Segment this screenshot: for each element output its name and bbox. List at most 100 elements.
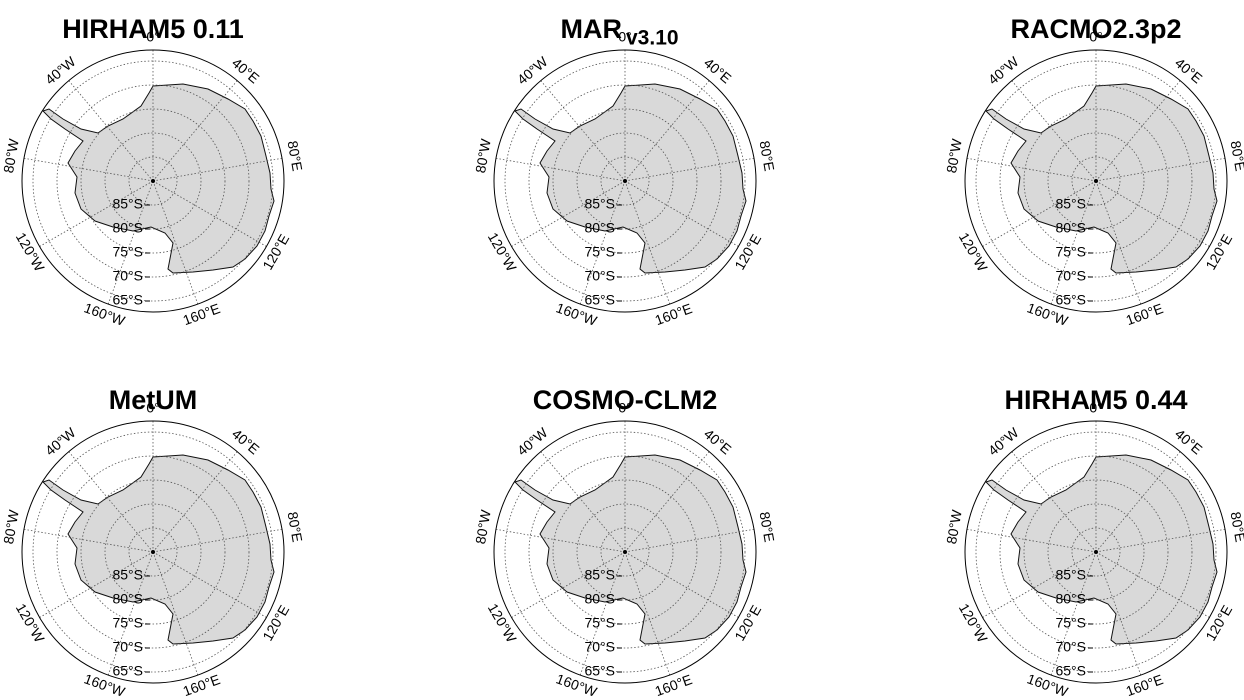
latitude-circle <box>80 108 226 254</box>
meridian <box>511 551 626 618</box>
meridian <box>624 551 671 676</box>
latitude-label: 85°S <box>584 196 615 212</box>
longitude-label: 40°E <box>229 426 263 458</box>
meridian <box>966 528 1097 553</box>
latitude-circle <box>128 156 178 206</box>
meridian <box>624 157 755 182</box>
panel-title: RACMO2.3p2 <box>1010 14 1181 44</box>
meridian <box>511 180 626 247</box>
latitude-label: 80°S <box>112 220 143 236</box>
meridian <box>39 551 154 618</box>
latitude-circle <box>1023 108 1169 254</box>
longitude-label: 40°E <box>229 55 263 87</box>
meridian <box>1050 180 1097 305</box>
antarctica <box>985 454 1218 645</box>
latitude-circle <box>504 60 746 302</box>
longitude-label: 80°W <box>472 508 494 545</box>
map-panel: 0°40°E80°E120°E160°E160°W120°W80°W40°W85… <box>472 29 778 329</box>
latitude-label: 75°S <box>112 615 143 631</box>
meridian <box>624 180 671 305</box>
longitude-label: 80°E <box>1228 511 1244 544</box>
antarctica <box>42 83 275 274</box>
latitude-circle <box>80 479 226 625</box>
longitude-label: 120°E <box>259 602 292 643</box>
longitude-label: 40°E <box>1172 426 1206 458</box>
panel-title: HIRHAM5 0.11 <box>62 14 244 44</box>
meridian <box>152 451 238 553</box>
pole <box>1094 550 1098 554</box>
longitude-label: 40°E <box>701 55 735 87</box>
meridian <box>579 180 626 305</box>
latitude-circle <box>1071 527 1121 577</box>
longitude-label: 80°W <box>943 137 965 174</box>
meridian <box>1011 451 1097 553</box>
latitude-label: 80°S <box>112 591 143 607</box>
meridian <box>982 551 1097 618</box>
pole <box>623 179 627 183</box>
map-boundary <box>21 49 285 313</box>
meridian <box>1095 551 1210 618</box>
meridian <box>1095 180 1142 305</box>
pole <box>151 179 155 183</box>
latitude-circle <box>32 431 274 673</box>
latitude-label: 75°S <box>112 244 143 260</box>
meridian <box>1095 451 1181 553</box>
latitude-label: 75°S <box>1055 244 1086 260</box>
longitude-label: 40°W <box>985 424 1022 459</box>
meridian <box>495 157 626 182</box>
meridian <box>1095 80 1181 182</box>
longitude-label: 120°E <box>259 231 292 272</box>
meridian <box>624 80 710 182</box>
latitude-circle <box>975 431 1217 673</box>
panel-title: MetUM <box>109 385 198 415</box>
latitude-label: 70°S <box>1055 268 1086 284</box>
latitude-label: 70°S <box>584 639 615 655</box>
longitude-label: 80°W <box>943 508 965 545</box>
latitude-circle <box>975 60 1217 302</box>
latitude-label: 65°S <box>1055 663 1086 679</box>
meridian <box>107 551 154 676</box>
panel-subtitle: v3.10 <box>626 27 679 50</box>
meridian <box>107 180 154 305</box>
meridian <box>68 80 154 182</box>
longitude-label: 40°W <box>514 53 551 88</box>
meridian <box>540 80 626 182</box>
antarctica <box>985 83 1218 274</box>
longitude-label: 40°E <box>1172 55 1206 87</box>
map-panel: 0°40°E80°E120°E160°E160°W120°W80°W40°W85… <box>0 29 306 329</box>
latitude-label: 65°S <box>1055 292 1086 308</box>
longitude-label: 120°E <box>1202 602 1235 643</box>
longitude-label: 80°E <box>757 511 778 544</box>
meridian <box>23 157 154 182</box>
longitude-label: 40°W <box>514 424 551 459</box>
panel-title: HIRHAM5 0.44 <box>1004 385 1187 415</box>
latitude-circle <box>1071 156 1121 206</box>
latitude-label: 80°S <box>1055 220 1086 236</box>
meridian <box>624 451 710 553</box>
meridian <box>624 551 739 618</box>
meridian <box>39 180 154 247</box>
map-panel: 0°40°E80°E120°E160°E160°W120°W80°W40°W85… <box>472 400 778 700</box>
meridian <box>152 180 267 247</box>
latitude-label: 85°S <box>112 196 143 212</box>
latitude-label: 85°S <box>1055 196 1086 212</box>
latitude-circle <box>104 132 202 230</box>
panel-title: COSMO-CLM2 <box>533 385 718 415</box>
latitude-label: 70°S <box>584 268 615 284</box>
meridian <box>1011 80 1097 182</box>
longitude-label: 120°E <box>731 602 764 643</box>
longitude-label: 160°E <box>181 671 222 699</box>
meridian <box>68 451 154 553</box>
longitude-label: 80°W <box>0 137 22 174</box>
meridian <box>495 528 626 553</box>
longitude-label: 40°W <box>42 424 79 459</box>
latitude-circle <box>32 60 274 302</box>
latitude-label: 85°S <box>112 567 143 583</box>
latitude-label: 75°S <box>584 244 615 260</box>
map-boundary <box>964 49 1228 313</box>
longitude-label: 0° <box>618 29 631 45</box>
longitude-label: 0° <box>1089 400 1102 416</box>
antarctica <box>514 83 747 274</box>
longitude-label: 0° <box>146 400 159 416</box>
